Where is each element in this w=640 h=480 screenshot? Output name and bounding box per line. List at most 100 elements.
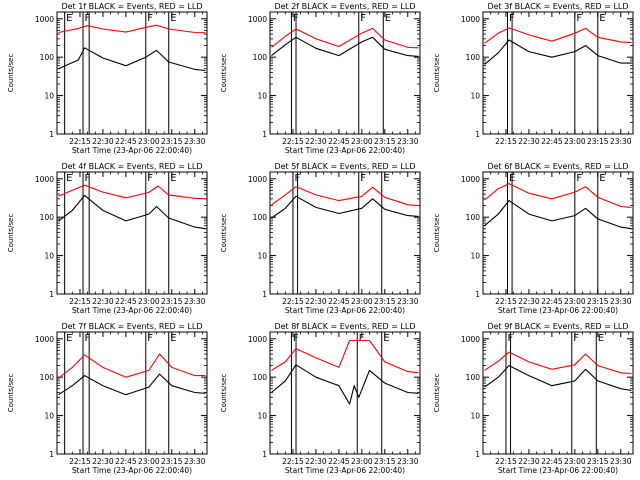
y-axis-label: Counts/sec bbox=[7, 214, 15, 253]
y-tick-label: 1 bbox=[475, 290, 480, 299]
x-tick-label: 22:30 bbox=[518, 137, 540, 146]
x-tick-label: 23:00 bbox=[351, 457, 373, 466]
y-tick-label: 100 bbox=[466, 213, 481, 222]
time-marker-label: E bbox=[598, 333, 604, 344]
x-tick-label: 22:15 bbox=[495, 137, 517, 146]
time-marker-label: F bbox=[147, 13, 153, 24]
y-tick-label: 10 bbox=[257, 412, 267, 421]
y-tick-label: 1000 bbox=[461, 175, 480, 184]
y-tick-label: 1000 bbox=[35, 15, 54, 24]
x-tick-label: 22:15 bbox=[69, 297, 91, 306]
x-tick-label: 23:30 bbox=[184, 297, 206, 306]
x-tick-label: 23:15 bbox=[161, 137, 183, 146]
y-tick-label: 100 bbox=[466, 53, 481, 62]
plot-frame bbox=[56, 11, 208, 135]
time-marker-label: F bbox=[573, 333, 579, 344]
y-tick-label: 10 bbox=[44, 92, 54, 101]
x-tick-label: 22:15 bbox=[282, 137, 304, 146]
plot-frame bbox=[269, 11, 421, 135]
x-tick-label: 22:45 bbox=[541, 137, 563, 146]
series-line-lld bbox=[484, 183, 632, 208]
x-axis-label: Start Time (23-Apr-06 22:00:40) bbox=[72, 466, 192, 475]
y-tick-label: 100 bbox=[40, 373, 55, 382]
x-tick-label: 23:15 bbox=[161, 297, 183, 306]
chart-panel-9: Det 9f BLACK = Events, RED = LLD 1 10 100 10… bbox=[433, 322, 634, 475]
y-axis-label: Counts/sec bbox=[433, 54, 441, 93]
plot-frame bbox=[482, 171, 634, 295]
time-marker-label: E bbox=[385, 13, 391, 24]
chart-panel-4: Det 4f BLACK = Events, RED = LLD 1 10 100 10… bbox=[7, 162, 208, 315]
x-axis-label: Start Time (23-Apr-06 22:00:40) bbox=[498, 306, 618, 315]
x-tick-label: 23:15 bbox=[374, 297, 396, 306]
chart-panel-6: Det 6f BLACK = Events, RED = LLD 1 10 100 10… bbox=[433, 162, 634, 315]
x-tick-label: 23:00 bbox=[564, 137, 586, 146]
y-tick-label: 1000 bbox=[461, 15, 480, 24]
x-tick-label: 22:30 bbox=[92, 297, 114, 306]
x-tick-label: 23:30 bbox=[610, 457, 632, 466]
y-tick-label: 1000 bbox=[35, 175, 54, 184]
x-tick-label: 22:15 bbox=[495, 457, 517, 466]
x-tick-label: 23:00 bbox=[138, 137, 160, 146]
series-line-events bbox=[271, 195, 419, 219]
x-tick-label: 23:30 bbox=[610, 137, 632, 146]
series-line-lld bbox=[58, 24, 206, 34]
y-axis-label: Counts/sec bbox=[220, 214, 228, 253]
time-marker-label: F bbox=[359, 333, 365, 344]
time-marker-label: E bbox=[599, 173, 605, 184]
y-tick-label: 100 bbox=[253, 373, 268, 382]
y-tick-label: 1000 bbox=[248, 175, 267, 184]
x-tick-label: 23:00 bbox=[564, 457, 586, 466]
plot-frame bbox=[482, 331, 634, 455]
chart-panel-5: Det 5f BLACK = Events, RED = LLD 1 10 100 10… bbox=[220, 162, 421, 315]
y-tick-label: 1000 bbox=[35, 335, 54, 344]
y-tick-label: 10 bbox=[470, 412, 480, 421]
chart-title: Det 5f BLACK = Events, RED = LLD bbox=[274, 162, 415, 171]
y-axis-label: Counts/sec bbox=[220, 374, 228, 413]
chart-panel-7: Det 7f BLACK = Events, RED = LLD 1 10 100 10… bbox=[7, 322, 208, 475]
x-tick-label: 22:45 bbox=[541, 457, 563, 466]
time-marker-label: E bbox=[170, 173, 176, 184]
x-tick-label: 22:15 bbox=[495, 297, 517, 306]
time-marker-label: F bbox=[576, 173, 582, 184]
y-tick-label: 1 bbox=[49, 130, 54, 139]
y-tick-label: 1 bbox=[262, 450, 267, 459]
x-tick-label: 23:30 bbox=[397, 297, 419, 306]
x-tick-label: 23:15 bbox=[587, 137, 609, 146]
time-marker-label: E bbox=[383, 333, 389, 344]
chart-title: Det 6f BLACK = Events, RED = LLD bbox=[487, 162, 628, 171]
plot-frame bbox=[56, 331, 208, 455]
series-line-events bbox=[484, 200, 632, 230]
x-tick-label: 23:15 bbox=[587, 297, 609, 306]
x-axis-label: Start Time (23-Apr-06 22:00:40) bbox=[72, 306, 192, 315]
x-axis-label: Start Time (23-Apr-06 22:00:40) bbox=[72, 146, 192, 155]
y-tick-label: 1 bbox=[262, 290, 267, 299]
y-axis-label: Counts/sec bbox=[7, 54, 15, 93]
chart-panel-2: Det 2f BLACK = Events, RED = LLD 1 10 100 10… bbox=[220, 2, 421, 155]
y-tick-label: 1 bbox=[49, 290, 54, 299]
x-tick-label: 22:30 bbox=[518, 457, 540, 466]
x-axis-label: Start Time (23-Apr-06 22:00:40) bbox=[285, 466, 405, 475]
series-line-lld bbox=[484, 27, 632, 44]
x-tick-label: 23:30 bbox=[610, 297, 632, 306]
chart-title: Det 1f BLACK = Events, RED = LLD bbox=[61, 2, 202, 11]
series-line-events bbox=[58, 194, 206, 230]
series-line-events bbox=[484, 39, 632, 65]
time-marker-label: E bbox=[66, 333, 72, 344]
time-marker-label: F bbox=[360, 13, 366, 24]
x-tick-label: 22:30 bbox=[92, 137, 114, 146]
y-axis-label: Counts/sec bbox=[433, 214, 441, 253]
y-tick-label: 10 bbox=[257, 92, 267, 101]
series-line-events bbox=[484, 365, 632, 392]
y-axis-label: Counts/sec bbox=[220, 54, 228, 93]
time-marker-label: F bbox=[85, 13, 91, 24]
time-marker-label: E bbox=[66, 13, 72, 24]
x-tick-label: 23:00 bbox=[564, 297, 586, 306]
chart-title: Det 8f BLACK = Events, RED = LLD bbox=[274, 322, 415, 331]
y-tick-label: 1 bbox=[475, 450, 480, 459]
x-tick-label: 22:15 bbox=[282, 457, 304, 466]
series-line-events bbox=[58, 373, 206, 396]
time-marker-label: F bbox=[147, 173, 153, 184]
x-tick-label: 22:45 bbox=[328, 137, 350, 146]
x-tick-label: 22:30 bbox=[305, 137, 327, 146]
